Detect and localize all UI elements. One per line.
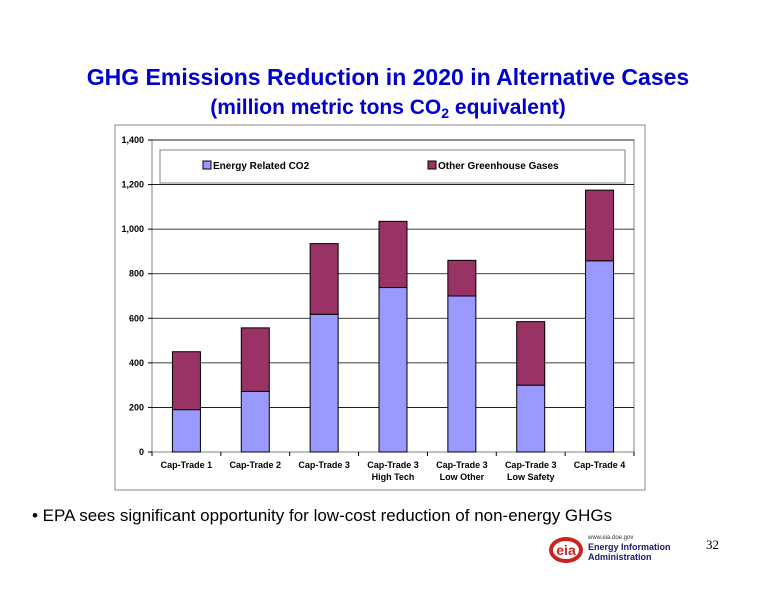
x-tick-label: Cap-Trade 3 <box>505 460 557 470</box>
bar-other-ghg <box>309 243 339 315</box>
bullet-point: • EPA sees significant opportunity for l… <box>32 506 613 525</box>
y-tick-label: 0 <box>139 447 144 457</box>
y-tick-label: 800 <box>129 269 144 279</box>
subtitle-text-b: equivalent) <box>449 96 566 119</box>
y-tick-label: 1,000 <box>121 224 144 234</box>
y-tick-label: 1,200 <box>121 180 144 190</box>
x-tick-label: Cap-Trade 3 <box>436 460 488 470</box>
subtitle-subscript: 2 <box>441 105 450 121</box>
x-tick-label: Cap-Trade 4 <box>574 460 626 470</box>
legend-swatch <box>427 160 437 170</box>
chart-title: GHG Emissions Reduction in 2020 in Alter… <box>86 64 690 90</box>
bar-energy-co2 <box>516 384 546 453</box>
logo-name-line1: Energy Information <box>588 542 671 552</box>
x-tick-label: Cap-Trade 2 <box>230 460 282 470</box>
legend-swatch <box>202 160 212 170</box>
x-tick-label: Low Other <box>440 472 485 482</box>
y-tick-label: 1,400 <box>121 135 144 145</box>
subtitle-text-a: (million metric tons CO <box>210 96 442 119</box>
bar-other-ghg <box>516 321 546 386</box>
bar-energy-co2 <box>585 260 615 453</box>
x-tick-label: Cap-Trade 1 <box>161 460 213 470</box>
bar-energy-co2 <box>240 390 270 453</box>
logo-url: www.eia.doe.gov <box>588 535 634 541</box>
bar-energy-co2 <box>171 409 201 453</box>
eia-logo-icon: eia <box>549 537 583 563</box>
logo-mark: eia <box>556 542 576 558</box>
chart-subtitle: (million metric tons CO2 equivalent) <box>0 93 776 128</box>
bar-energy-co2 <box>378 287 408 453</box>
bar-energy-co2 <box>309 313 339 453</box>
logo-name: Energy Information Administration <box>588 542 698 562</box>
bar-other-ghg <box>585 189 615 262</box>
bar-other-ghg <box>447 259 477 297</box>
bar-energy-co2 <box>447 295 477 453</box>
legend-label: Other Greenhouse Gases <box>438 161 559 172</box>
x-tick-label: Low Safety <box>507 472 555 482</box>
y-tick-label: 600 <box>129 313 144 323</box>
bar-other-ghg <box>240 327 270 392</box>
logo-name-line2: Administration <box>588 552 652 562</box>
x-tick-label: Cap-Trade 3 <box>298 460 350 470</box>
legend-label: Energy Related CO2 <box>213 161 310 172</box>
bar-other-ghg <box>171 351 201 411</box>
page-number: 32 <box>706 537 719 552</box>
bar-other-ghg <box>378 220 408 289</box>
x-tick-label: High Tech <box>372 472 415 482</box>
y-tick-label: 400 <box>129 358 144 368</box>
x-tick-label: Cap-Trade 3 <box>367 460 419 470</box>
legend-box <box>159 149 626 184</box>
y-tick-label: 200 <box>129 402 144 412</box>
